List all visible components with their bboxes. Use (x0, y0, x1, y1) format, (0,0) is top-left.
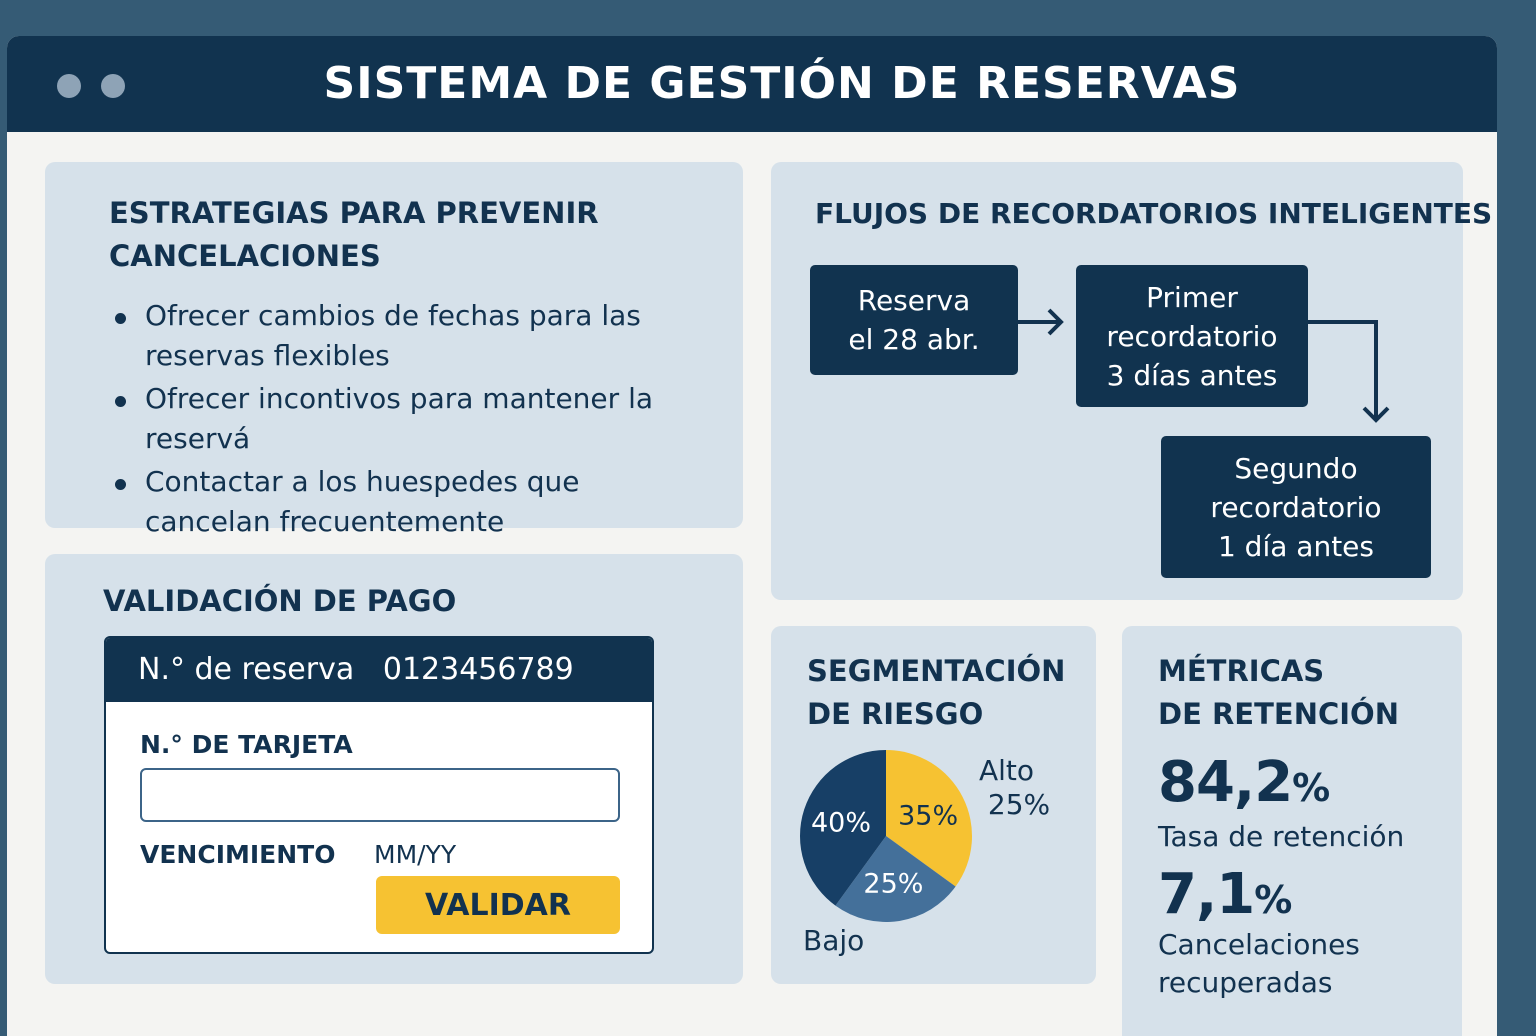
pie-slice-label: 25% (863, 869, 923, 900)
card-number-input[interactable] (140, 768, 620, 822)
low-risk-label: Bajo (803, 924, 865, 957)
expiry-label: VENCIMIENTO (140, 840, 336, 869)
title-bar: SISTEMA DE GESTIÓN DE RESERVAS (7, 36, 1497, 132)
window-control-dot[interactable] (57, 74, 81, 98)
reminders-panel: FLUJOS DE RECORDATORIOS INTELIGENTES Res… (771, 162, 1492, 600)
strategies-list: Ofrecer cambios de fechas para las reser… (109, 296, 749, 545)
arrow-down-icon (1308, 320, 1390, 423)
recovered-value: 7,1% (1158, 862, 1292, 927)
risk-panel: SEGMENTACIÓN DE RIESGO 35% 25% 40% Alto 25%… (771, 626, 1096, 984)
metrics-title: MÉTRICAS DE RETENCIÓN (1158, 654, 1399, 731)
reservation-header: N.° de reserva 0123456789 (106, 638, 652, 702)
retention-rate-value: 84,2% (1158, 750, 1330, 815)
validate-button[interactable]: VALIDAR (376, 876, 620, 934)
expiry-input[interactable]: MM/YY (374, 840, 457, 869)
pie-slice (800, 750, 886, 906)
arrow-right-icon (1018, 308, 1064, 336)
app-title: SISTEMA DE GESTIÓN DE RESERVAS (323, 58, 1241, 109)
risk-pie-chart: 35% 25% 40% (800, 750, 972, 922)
payment-form: N.° de reserva 0123456789 N.° DE TARJETA… (104, 636, 654, 954)
metrics-panel: MÉTRICAS DE RETENCIÓN 84,2% Tasa de reten… (1122, 626, 1462, 1036)
list-item: Ofrecer cambios de fechas para las reser… (109, 296, 649, 376)
payment-title: VALIDACIÓN DE PAGO (103, 584, 457, 618)
strategies-panel: ESTRATEGIAS PARA PREVENIR CANCELACIONES O… (45, 162, 743, 538)
strategies-title: ESTRATEGIAS PARA PREVENIR CANCELACIONES (109, 196, 599, 273)
pie-slice (835, 836, 956, 922)
window-control-dot[interactable] (101, 74, 125, 98)
pie-slice (886, 750, 972, 887)
retention-rate-label: Tasa de retención (1158, 820, 1405, 853)
reminder-step-second: Segundo recordatorio 1 día antes (1161, 436, 1431, 578)
app-window: SISTEMA DE GESTIÓN DE RESERVAS ESTRATEGI… (7, 36, 1497, 1036)
list-item: Ofrecer incontivos para mantener la rese… (109, 379, 749, 459)
flow-arrows (1018, 308, 1390, 423)
reminders-title: FLUJOS DE RECORDATORIOS INTELIGENTES (815, 197, 1493, 230)
risk-title: SEGMENTACIÓN DE RIESGO (807, 654, 1066, 731)
card-label: N.° DE TARJETA (140, 730, 353, 759)
high-risk-legend: Alto 25% (979, 754, 1051, 821)
reservation-number: 0123456789 (382, 652, 574, 687)
reminder-step-first: Primer recordatorio 3 días antes (1076, 265, 1308, 407)
pie-slice-label: 35% (898, 801, 958, 832)
reminder-step-booking: Reserva el 28 abr. (810, 265, 1018, 375)
recovered-label: Cancelaciones recuperadas (1158, 928, 1360, 999)
pie-slice-label: 40% (811, 807, 871, 838)
list-item: Contactar a los huespedes que cancelan f… (109, 462, 709, 542)
